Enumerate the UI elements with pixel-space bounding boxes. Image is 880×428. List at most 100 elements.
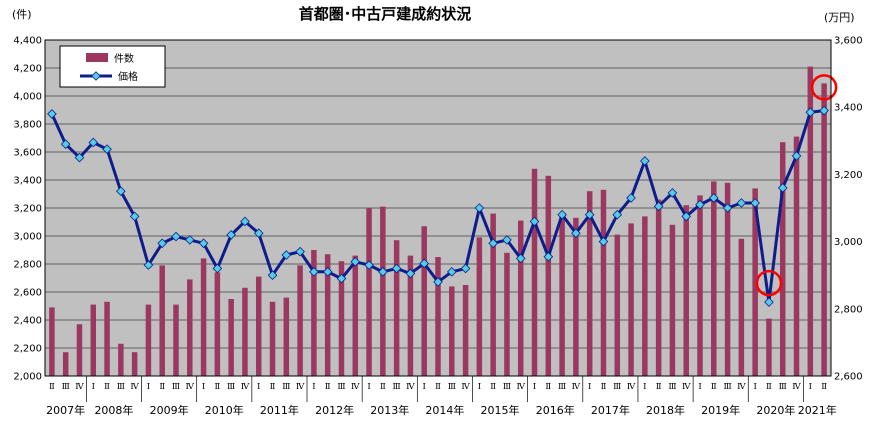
count-bar — [324, 254, 331, 376]
legend-marker-swatch — [91, 71, 101, 81]
year-label: 2012年 — [315, 403, 354, 417]
price-marker — [281, 250, 292, 260]
left-tick-label: 3,600 — [13, 148, 42, 159]
left-tick-label: 3,800 — [13, 120, 42, 131]
price-marker — [322, 267, 333, 277]
quarter-label: Ⅱ — [270, 382, 276, 392]
price-marker — [47, 109, 57, 119]
quarter-label: Ⅳ — [241, 382, 250, 392]
price-marker — [529, 216, 540, 227]
right-axis: 2,600 2,800 3,000 3,200 3,400 3,600 — [834, 36, 863, 383]
count-bar — [545, 175, 552, 376]
quarter-label: Ⅲ — [503, 382, 511, 392]
plot-border — [44, 39, 832, 377]
quarter-label: Ⅰ — [643, 382, 646, 392]
count-bar — [766, 318, 772, 376]
quarter-label: Ⅲ — [558, 382, 566, 392]
quarter-label: Ⅰ — [92, 382, 95, 392]
count-bar — [173, 304, 179, 376]
quarter-label: Ⅱ — [380, 382, 386, 392]
count-bar — [118, 343, 124, 376]
legend-label-price: 価格 — [118, 70, 138, 83]
year-label: 2009年 — [150, 403, 189, 417]
legend-bar-swatch — [86, 53, 108, 62]
count-bar — [76, 324, 83, 376]
left-tick-label: 4,000 — [13, 92, 42, 103]
count-bar — [462, 285, 469, 376]
year-label: 2015年 — [481, 403, 520, 417]
quarter-label: Ⅰ — [588, 382, 591, 392]
price-marker — [736, 198, 747, 208]
quarter-label: Ⅰ — [478, 382, 481, 392]
quarter-label: Ⅲ — [117, 382, 125, 392]
count-bar — [711, 181, 717, 376]
count-bar — [228, 299, 234, 376]
quarter-label: Ⅰ — [423, 382, 426, 392]
quarter-label: Ⅰ — [147, 382, 150, 392]
price-marker — [543, 251, 554, 262]
count-bar — [779, 142, 786, 376]
quarter-label: Ⅳ — [296, 382, 305, 392]
count-bar — [490, 213, 496, 376]
right-tick-label: 2,600 — [834, 372, 863, 383]
count-bar — [697, 195, 703, 376]
count-bar — [62, 352, 69, 376]
price-marker — [405, 268, 416, 279]
highlight-circle — [810, 74, 838, 101]
price-marker — [143, 260, 154, 270]
price-marker — [626, 193, 636, 203]
count-bar — [49, 307, 55, 376]
price-marker — [722, 203, 733, 213]
price-marker — [157, 238, 168, 249]
quarter-label: Ⅱ — [601, 382, 607, 392]
year-label: 2010年 — [205, 403, 244, 417]
price-marker — [557, 209, 567, 220]
count-bar — [614, 234, 621, 376]
right-tick-label: 2,800 — [834, 304, 863, 315]
count-bar — [573, 217, 579, 376]
count-bar — [586, 191, 593, 376]
count-bar — [642, 216, 648, 376]
quarter-label: Ⅱ — [214, 382, 220, 392]
quarter-label: Ⅱ — [49, 382, 55, 392]
right-tick-label: 3,600 — [834, 36, 863, 47]
year-label: 2019年 — [701, 403, 740, 417]
left-tick-label: 2,800 — [13, 260, 42, 271]
price-marker — [750, 198, 760, 208]
year-label: 2021年 — [798, 403, 837, 417]
quarter-label: Ⅳ — [627, 382, 636, 392]
quarter-label: Ⅱ — [435, 382, 441, 392]
price-marker — [350, 256, 361, 267]
count-bar — [655, 199, 662, 376]
price-marker — [488, 238, 498, 249]
left-tick-label: 3,000 — [13, 232, 42, 243]
quarter-label: Ⅱ — [821, 382, 827, 392]
count-bar — [393, 240, 400, 376]
quarter-label: Ⅳ — [186, 382, 195, 392]
price-marker — [198, 238, 209, 249]
count-bar — [352, 255, 359, 376]
quarter-label: Ⅲ — [62, 382, 70, 392]
price-marker — [667, 188, 678, 198]
price-marker — [364, 260, 374, 270]
price-marker — [226, 230, 236, 240]
price-markers — [47, 105, 829, 307]
quarter-label: Ⅳ — [737, 382, 746, 392]
price-marker — [791, 151, 802, 161]
left-tick-label: 3,400 — [13, 176, 42, 187]
quarter-label: Ⅲ — [172, 382, 180, 392]
quarter-label: Ⅲ — [668, 382, 676, 392]
count-bar — [807, 66, 814, 376]
price-marker — [474, 203, 485, 213]
quarter-label: Ⅳ — [130, 382, 139, 392]
quarter-label: Ⅰ — [753, 382, 756, 392]
year-label: 2008年 — [94, 403, 133, 417]
count-bar — [738, 238, 745, 376]
count-bar — [421, 226, 427, 376]
price-marker — [116, 186, 126, 197]
quarter-label: Ⅳ — [572, 382, 581, 392]
left-tick-label: 2,400 — [13, 316, 42, 327]
price-marker — [764, 297, 774, 307]
quarter-label: Ⅲ — [393, 382, 401, 392]
